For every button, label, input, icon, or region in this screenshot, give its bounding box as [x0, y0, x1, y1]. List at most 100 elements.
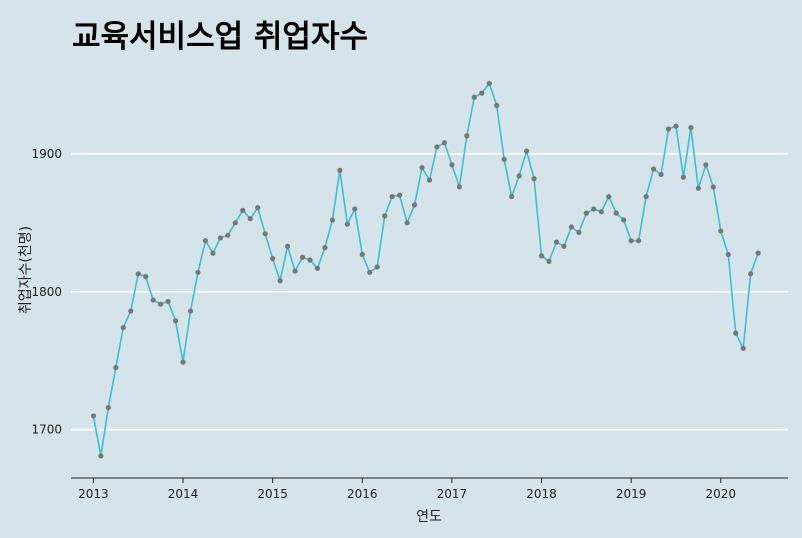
data-point-2014-04 [202, 238, 209, 244]
data-point-2014-03 [195, 269, 201, 276]
data-point-2017-05 [479, 90, 485, 96]
x-tick-label-2017: 2017 [437, 487, 468, 501]
data-point-2016-12 [441, 140, 448, 146]
x-tick-label-2019: 2019 [616, 487, 647, 501]
data-point-2020-05 [748, 271, 754, 277]
data-point-2014-10 [247, 216, 253, 222]
data-point-2018-10 [606, 193, 612, 200]
data-point-2015-04 [292, 268, 298, 274]
data-point-2015-05 [299, 254, 306, 260]
x-axis-title: 연도 [416, 509, 442, 525]
data-point-2014-07 [225, 232, 231, 238]
y-tick-label-1700: 1700 [31, 423, 62, 437]
y-tick-label-1800: 1800 [31, 285, 62, 299]
data-point-2016-07 [404, 220, 410, 226]
data-point-2015-01 [270, 256, 276, 262]
data-point-2016-03 [374, 264, 380, 270]
data-point-2016-04 [382, 213, 388, 219]
data-point-2020-01 [718, 228, 724, 234]
x-tick-label-2016: 2016 [347, 487, 378, 501]
data-point-2017-04 [471, 94, 477, 100]
data-point-2019-08 [680, 174, 687, 180]
data-point-2019-04 [650, 166, 657, 172]
data-point-2014-09 [240, 207, 246, 213]
data-point-2016-05 [389, 193, 395, 200]
data-point-2015-12 [352, 206, 358, 212]
data-point-2014-05 [210, 250, 216, 256]
data-point-2017-02 [456, 184, 462, 190]
data-point-2017-09 [509, 193, 515, 200]
data-point-2013-03 [105, 405, 111, 411]
data-point-2017-03 [464, 133, 470, 139]
data-point-2019-09 [688, 125, 694, 131]
data-point-2018-11 [613, 210, 619, 216]
data-point-2018-07 [583, 210, 589, 216]
data-point-2013-01 [90, 413, 97, 419]
y-tick-label-1900: 1900 [31, 147, 62, 161]
data-point-2018-12 [621, 217, 627, 223]
data-point-2016-11 [434, 144, 440, 150]
data-point-2013-08 [143, 273, 149, 280]
data-point-2017-08 [501, 156, 507, 162]
data-point-2014-08 [232, 220, 238, 226]
data-point-2019-03 [643, 193, 649, 200]
data-point-2015-09 [329, 217, 336, 223]
data-point-2016-08 [411, 202, 418, 208]
data-point-2019-11 [703, 162, 709, 168]
data-point-2020-04 [740, 345, 746, 351]
data-point-2019-07 [673, 123, 679, 129]
data-point-2015-07 [314, 265, 321, 271]
data-point-2018-09 [598, 209, 604, 215]
data-point-2013-04 [113, 365, 119, 371]
data-point-2016-10 [426, 177, 433, 183]
data-point-2014-06 [217, 235, 223, 241]
data-point-2013-12 [172, 318, 179, 324]
data-point-2018-08 [591, 206, 597, 212]
data-point-2018-03 [553, 239, 560, 245]
data-point-2018-01 [538, 253, 545, 259]
data-point-2015-02 [277, 278, 283, 284]
data-point-2019-01 [628, 238, 634, 244]
data-point-2016-06 [397, 192, 403, 198]
x-tick-label-2015: 2015 [257, 487, 288, 501]
data-point-2013-07 [135, 271, 141, 277]
data-point-2014-12 [262, 231, 268, 237]
data-point-2015-08 [322, 245, 328, 251]
data-point-2018-04 [561, 243, 567, 249]
data-point-2019-10 [695, 185, 701, 191]
data-point-2016-02 [367, 269, 373, 276]
data-point-2017-11 [523, 148, 530, 154]
data-point-2020-03 [733, 330, 739, 336]
series-line [92, 81, 759, 457]
data-point-2014-01 [180, 359, 186, 365]
data-point-2014-02 [187, 308, 194, 314]
data-point-2013-11 [165, 298, 171, 305]
data-point-2013-02 [98, 453, 104, 459]
gridlines [71, 153, 788, 431]
chart-title: 교육서비스업 취업자수 [72, 19, 368, 55]
data-point-2015-03 [284, 243, 291, 249]
x-tick-label-2014: 2014 [168, 487, 199, 501]
data-point-2018-02 [546, 258, 552, 265]
data-point-2018-06 [576, 229, 582, 236]
x-tick-label-2020: 2020 [706, 487, 737, 501]
data-point-2015-10 [337, 167, 343, 173]
data-point-2017-06 [486, 80, 492, 87]
y-axis-title: 취업자수(천명) [18, 226, 34, 314]
data-point-2015-11 [344, 221, 350, 227]
data-point-2013-10 [158, 301, 164, 307]
data-point-2013-05 [120, 325, 126, 331]
data-points [90, 80, 761, 459]
x-tick-label-2018: 2018 [526, 487, 557, 501]
data-point-2016-09 [419, 165, 425, 171]
data-point-2017-12 [531, 176, 537, 182]
data-point-2015-06 [307, 257, 313, 263]
axis-ticks: 1700 1800 1900 2013 2014 2015 2016 2017 2018 2019… [31, 147, 736, 501]
data-point-2017-01 [449, 162, 455, 168]
data-point-2020-02 [725, 251, 731, 258]
data-point-2019-06 [665, 126, 672, 132]
data-point-2020-06 [755, 250, 761, 256]
data-point-2017-07 [494, 102, 500, 109]
